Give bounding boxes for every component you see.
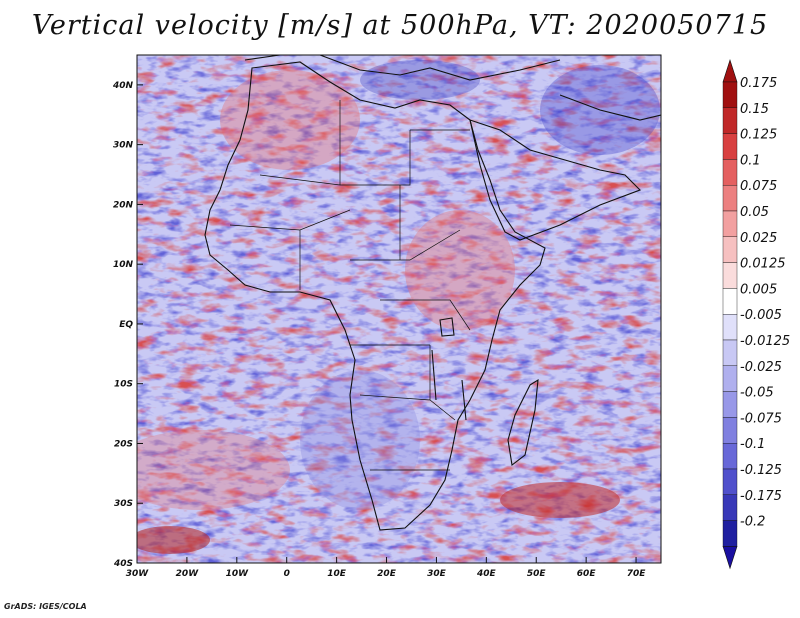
lat-tick-label: EQ	[119, 320, 133, 330]
colorbar-swatch	[722, 417, 738, 444]
colorbar-swatch	[722, 133, 738, 160]
country-borders	[229, 100, 471, 471]
colorbar-label: 0.005	[740, 282, 777, 297]
colorbar-label: -0.1	[740, 437, 765, 452]
velocity-field	[137, 55, 661, 563]
colorbar-label: 0.05	[740, 205, 769, 220]
colorbar-swatch	[722, 391, 738, 418]
colorbar-label: 0.025	[740, 231, 777, 246]
lat-tick-label: 10S	[114, 380, 133, 390]
colorbar-label: -0.175	[740, 489, 782, 504]
madagascar-coastline	[507, 378, 539, 466]
coastlines	[204, 55, 661, 531]
lon-tick-label: 30W	[126, 569, 150, 579]
lon-tick-label: 50E	[527, 569, 547, 579]
lat-tick-label: 30N	[113, 141, 134, 151]
lakes	[431, 317, 467, 421]
colorbar-label: -0.125	[740, 463, 782, 478]
arabia-coastline	[469, 119, 641, 241]
colorbar-label: 0.125	[740, 128, 777, 143]
lat-tick-label: 20N	[113, 200, 134, 210]
lat-tick-label: 40N	[112, 81, 134, 91]
lat-tick-label: 30S	[114, 499, 133, 509]
colorbar-label: 0.15	[740, 102, 769, 117]
colorbar-label: 0.075	[740, 179, 777, 194]
lon-tick-label: 0	[284, 569, 290, 579]
lat-tick-label: 20S	[114, 439, 133, 449]
lon-tick-label: 20W	[176, 569, 200, 579]
colorbar-swatch	[722, 210, 738, 237]
colorbar-swatch	[722, 236, 738, 263]
lat-tick-label: 10N	[113, 260, 134, 270]
colorbar-label: 0.0125	[740, 257, 786, 272]
colorbar-label: -0.005	[740, 308, 782, 323]
lon-tick-label: 60E	[577, 569, 597, 579]
colorbar-swatch	[722, 107, 738, 134]
plot-frame	[136, 54, 662, 564]
lon-tick-label: 70E	[627, 569, 647, 579]
colorbar-swatch	[722, 494, 738, 521]
colorbar-label: 0.175	[740, 76, 777, 91]
colorbar-label: -0.0125	[740, 334, 790, 349]
map-title: Vertical velocity [m/s] at 500hPa, VT: 2…	[31, 10, 769, 41]
lon-tick-label: 20E	[377, 569, 397, 579]
colorbar-label: -0.075	[740, 411, 782, 426]
colorbar-swatch	[722, 443, 738, 470]
colorbar-top-arrow	[722, 59, 738, 83]
lon-tick-label: 10W	[226, 569, 250, 579]
lon-tick-label: 30E	[427, 569, 447, 579]
colorbar-bottom-arrow	[722, 546, 738, 570]
colorbar-swatch	[722, 339, 738, 366]
europe-coastline	[244, 55, 561, 81]
colorbar-label: 0.1	[740, 153, 761, 168]
credit-label: GrADS: IGES/COLA	[4, 602, 87, 611]
lon-tick-label: 40E	[476, 569, 497, 579]
colorbar-swatch	[722, 520, 738, 547]
colorbar-swatch	[722, 468, 738, 495]
colorbar-label: -0.05	[740, 386, 774, 401]
colorbar-swatch	[722, 159, 738, 186]
iran-coastline	[559, 94, 661, 121]
colorbar-swatch	[722, 81, 738, 108]
lon-tick-label: 10E	[327, 569, 347, 579]
colorbar-swatch	[722, 288, 738, 315]
colorbar-label: -0.2	[740, 515, 765, 530]
colorbar-label: -0.025	[740, 360, 782, 375]
colorbar-swatch	[722, 314, 738, 341]
colorbar-swatch	[722, 184, 738, 212]
lat-tick-label: 40S	[113, 559, 133, 569]
colorbar-swatch	[722, 365, 738, 392]
colorbar-swatch	[722, 262, 738, 289]
